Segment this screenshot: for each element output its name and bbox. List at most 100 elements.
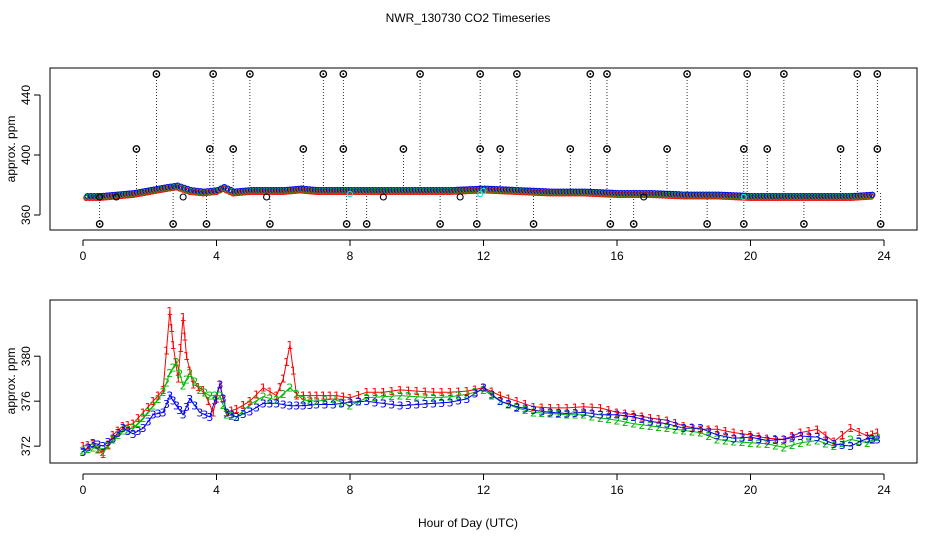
top-outlier-dot: [248, 73, 251, 75]
series-2-point: 2: [125, 423, 132, 436]
series-2-point: 2: [480, 384, 487, 397]
series-3-point: 3: [505, 398, 512, 411]
top-outlier-dot: [98, 223, 101, 225]
series-3-point: 3: [530, 404, 537, 417]
series-3-point: 3: [330, 399, 337, 412]
top-outlier-dot: [212, 73, 215, 75]
series-3-point: 3: [764, 435, 771, 448]
top-outlier-dot: [742, 148, 745, 150]
top-outlier-marker: [800, 220, 808, 228]
top-x-tick-label: 12: [477, 249, 491, 263]
series-3-point: 3: [647, 415, 654, 428]
series-2-point: 2: [689, 426, 696, 439]
series-1-point: 1: [195, 381, 202, 394]
series-3-point: 3: [135, 425, 142, 438]
series-2-point: 2: [286, 382, 293, 395]
series-1-point: 1: [655, 413, 662, 426]
series-2-point: 2: [105, 440, 112, 453]
series-1-point: 1: [253, 388, 260, 401]
series-3-point: 3: [145, 415, 152, 428]
top-outlier-dot: [746, 73, 749, 75]
series-2-point: 2: [413, 391, 420, 404]
bottom-y-axis-label: approx. ppm: [4, 348, 18, 415]
top-outlier-marker: [399, 145, 408, 153]
top-outlier-dot: [856, 73, 859, 75]
series-1-point: 1: [805, 425, 812, 438]
series-2-point: 2: [572, 409, 579, 422]
series-1-point: 1: [347, 392, 354, 405]
series-2-point: 2: [780, 441, 787, 454]
top-outlier-dot: [479, 148, 482, 150]
series-3-point: 3: [286, 400, 293, 413]
series-2-point: 2: [80, 445, 87, 458]
top-base-circle: [379, 193, 387, 201]
top-outlier-marker: [663, 145, 671, 153]
series-2-point: 2: [173, 356, 180, 369]
series-1-point: 1: [447, 386, 454, 399]
series-3-point: 3: [176, 404, 183, 417]
series-1-point: 1: [320, 390, 327, 403]
series-1-point: 1: [120, 420, 127, 433]
series-2-point: 2: [155, 393, 162, 406]
series-2-point: 2: [463, 388, 470, 401]
top-outlier-dot: [342, 73, 345, 75]
series-1-point: 1: [260, 382, 267, 395]
series-3-point: 3: [822, 435, 829, 448]
series-2-point: 2: [110, 433, 117, 446]
series-3-point: 3: [497, 395, 504, 408]
series-1-point: 1: [168, 322, 175, 335]
series-3-point: 3: [246, 405, 253, 418]
series-1-point: 1: [172, 356, 179, 369]
top-outlier-marker: [362, 220, 371, 228]
top-outlier-dot: [686, 73, 689, 75]
series-1-point: 1: [588, 401, 595, 414]
series-2-point: 2: [647, 420, 654, 433]
top-outlier-marker: [566, 145, 575, 153]
series-3-point: 3: [572, 407, 579, 420]
top-outlier-marker: [876, 220, 885, 228]
top-outlier-dot: [515, 73, 518, 75]
series-1-point: 1: [80, 440, 87, 453]
series-3-point: 3: [233, 411, 240, 424]
series-3-point: 3: [563, 408, 570, 421]
series-2-point: 2: [186, 367, 193, 380]
series-2-point: 2: [115, 429, 122, 442]
series-3-point: 3: [313, 399, 320, 412]
series-1-point: 1: [333, 390, 340, 403]
series-1-point: 1: [175, 373, 182, 386]
series-2-point: 2: [714, 433, 721, 446]
series-3-point: 3: [597, 409, 604, 422]
series-1-point: 1: [797, 427, 804, 440]
series-2-point: 2: [170, 361, 177, 374]
series-3-point: 3: [864, 432, 871, 445]
series-1-point: 1: [580, 401, 587, 414]
series-3-point: 3: [664, 418, 671, 431]
series-2-point: 2: [580, 409, 587, 422]
series-2-point: 2: [176, 368, 183, 381]
series-1-point: 1: [497, 390, 504, 403]
series-1-point: 1: [780, 433, 787, 446]
series-3-point: 3: [163, 398, 170, 411]
series-3-point: 3: [513, 401, 520, 414]
series-1-point: 1: [95, 443, 102, 456]
series-2-point: 2: [405, 390, 412, 403]
bottom-x-tick-label: 24: [877, 483, 891, 497]
top-outlier-marker: [873, 70, 882, 78]
series-3-point: 3: [186, 393, 193, 406]
series-3-point: 3: [280, 399, 287, 412]
top-outlier-marker: [342, 220, 351, 228]
bottom-x-tick-label: 0: [80, 483, 87, 497]
top-outlier-dot: [532, 223, 535, 225]
series-3-point: 3: [170, 395, 177, 408]
series-2-point: 2: [201, 387, 208, 400]
series-3-point: 3: [150, 409, 157, 422]
series-1-point: 1: [135, 412, 142, 425]
series-3-point: 3: [228, 409, 235, 422]
series-2-point: 2: [697, 427, 704, 440]
top-base-circle: [263, 193, 271, 201]
series-3-point: 3: [855, 436, 862, 449]
top-outlier-dot: [605, 148, 608, 150]
top-outlier-dot: [876, 148, 879, 150]
